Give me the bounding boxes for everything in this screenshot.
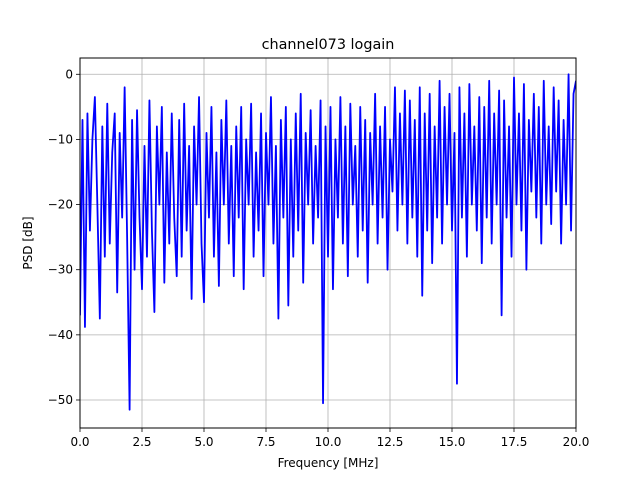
x-tick-label: 15.0 bbox=[439, 435, 466, 449]
x-tick-label: 20.0 bbox=[563, 435, 590, 449]
y-tick-label: −30 bbox=[48, 263, 73, 277]
x-tick-label: 12.5 bbox=[377, 435, 404, 449]
y-tick-label: −10 bbox=[48, 132, 73, 146]
y-tick-label: −40 bbox=[48, 328, 73, 342]
x-tick-label: 10.0 bbox=[315, 435, 342, 449]
x-tick-label: 0.0 bbox=[70, 435, 89, 449]
series-layer bbox=[80, 73, 576, 411]
psd-series-line bbox=[80, 73, 576, 411]
chart-title: channel073 logain bbox=[262, 37, 395, 53]
y-tick-label: 0 bbox=[65, 67, 73, 81]
y-axis-label: PSD [dB] bbox=[21, 216, 35, 269]
y-tick-label: −50 bbox=[48, 393, 73, 407]
x-tick-label: 17.5 bbox=[501, 435, 528, 449]
x-axis-label: Frequency [MHz] bbox=[278, 456, 379, 470]
x-axis-ticks: 0.0 2.5 5.0 7.5 10.0 12.5 15.0 17.5 20.0 bbox=[70, 428, 589, 449]
x-tick-label: 5.0 bbox=[194, 435, 213, 449]
x-tick-label: 2.5 bbox=[132, 435, 151, 449]
y-axis-ticks: 0 −10 −20 −30 −40 −50 bbox=[48, 67, 80, 407]
x-tick-label: 7.5 bbox=[256, 435, 275, 449]
y-tick-label: −20 bbox=[48, 198, 73, 212]
